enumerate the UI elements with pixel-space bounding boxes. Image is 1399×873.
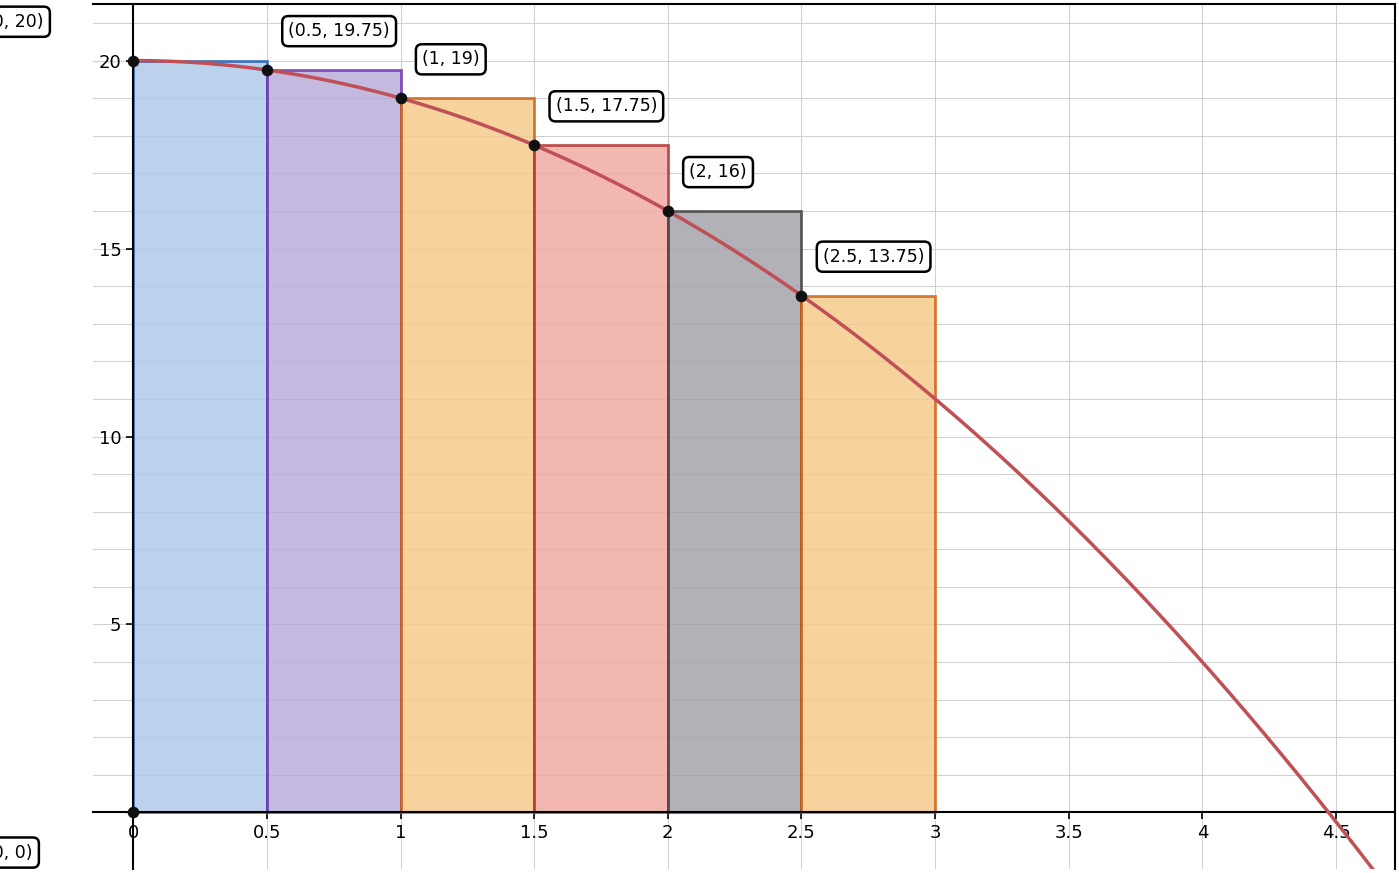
Text: (2.5, 13.75): (2.5, 13.75) xyxy=(823,248,925,265)
Bar xyxy=(534,145,667,813)
Bar xyxy=(802,296,935,813)
Text: (1.5, 17.75): (1.5, 17.75) xyxy=(555,97,658,115)
Point xyxy=(389,91,411,105)
Point xyxy=(523,138,546,152)
Point xyxy=(790,289,813,303)
Point xyxy=(122,53,144,67)
Bar xyxy=(400,98,534,813)
Point xyxy=(656,204,679,218)
Text: (1, 19): (1, 19) xyxy=(422,51,480,68)
Text: (0.5, 19.75): (0.5, 19.75) xyxy=(288,22,390,40)
Text: (2, 16): (2, 16) xyxy=(690,163,747,181)
Text: (0, 0): (0, 0) xyxy=(0,843,32,862)
Text: (0, 20): (0, 20) xyxy=(0,13,43,31)
Bar xyxy=(667,211,802,813)
Bar xyxy=(267,70,400,813)
Point xyxy=(122,806,144,820)
Bar xyxy=(133,60,267,813)
Point xyxy=(256,63,278,77)
